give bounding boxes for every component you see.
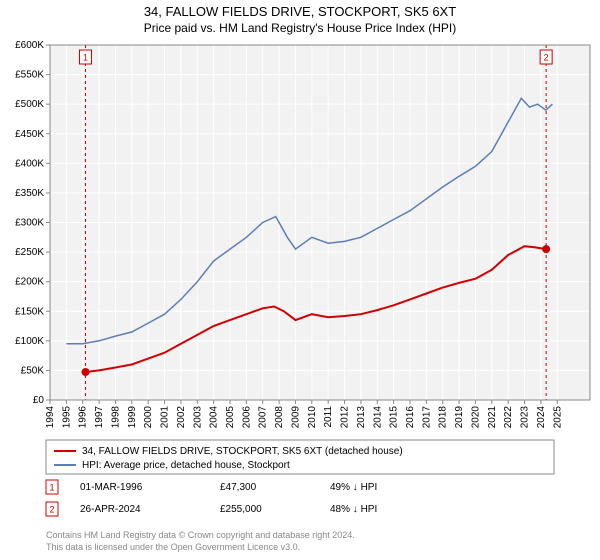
x-tick-label: 2010 (307, 406, 318, 429)
legend-label: HPI: Average price, detached house, Stoc… (82, 460, 290, 471)
y-tick-label: £500K (15, 99, 44, 110)
x-tick-label: 1998 (110, 406, 121, 429)
event-marker-num: 2 (544, 52, 549, 62)
x-tick-label: 2024 (536, 406, 547, 429)
chart-container: { "title": "34, FALLOW FIELDS DRIVE, STO… (0, 0, 600, 560)
y-tick-label: £150K (15, 306, 44, 317)
x-tick-label: 2011 (323, 406, 334, 428)
x-tick-label: 2014 (372, 406, 383, 429)
table-date: 26-APR-2024 (80, 504, 141, 515)
x-tick-label: 1994 (45, 406, 56, 429)
x-tick-label: 2009 (290, 406, 301, 429)
series-marker (542, 245, 550, 253)
x-tick-label: 1999 (127, 406, 138, 429)
x-tick-label: 2012 (340, 406, 351, 429)
x-tick-label: 2002 (176, 406, 187, 429)
x-tick-label: 2025 (552, 406, 563, 429)
table-pct: 48% ↓ HPI (330, 504, 377, 515)
x-tick-label: 2003 (192, 406, 203, 429)
x-tick-label: 1997 (94, 406, 105, 429)
x-tick-label: 2022 (503, 406, 514, 429)
x-tick-label: 2000 (143, 406, 154, 429)
x-tick-label: 2015 (389, 406, 400, 429)
y-tick-label: £100K (15, 336, 44, 347)
x-tick-label: 2006 (241, 406, 252, 429)
x-tick-label: 1996 (78, 406, 89, 429)
y-tick-label: £600K (15, 40, 44, 51)
chart-subtitle: Price paid vs. HM Land Registry's House … (144, 21, 456, 35)
table-marker-num: 1 (49, 482, 54, 492)
chart-title: 34, FALLOW FIELDS DRIVE, STOCKPORT, SK5 … (144, 4, 456, 19)
x-tick-label: 2019 (454, 406, 465, 429)
footer-line1: Contains HM Land Registry data © Crown c… (46, 530, 355, 540)
x-tick-label: 2020 (470, 406, 481, 429)
y-tick-label: £200K (15, 277, 44, 288)
y-tick-label: £400K (15, 158, 44, 169)
y-tick-label: £250K (15, 247, 44, 258)
x-tick-label: 2004 (209, 406, 220, 429)
series-marker (82, 368, 90, 376)
x-tick-label: 2001 (160, 406, 171, 429)
y-tick-label: £450K (15, 129, 44, 140)
x-tick-label: 2017 (421, 406, 432, 429)
x-tick-label: 2018 (438, 406, 449, 429)
y-tick-label: £350K (15, 188, 44, 199)
x-tick-label: 2021 (487, 406, 498, 429)
event-marker-num: 1 (83, 52, 88, 62)
table-date: 01-MAR-1996 (80, 482, 143, 493)
x-tick-label: 2007 (258, 406, 269, 429)
y-tick-label: £50K (21, 365, 45, 376)
x-tick-label: 2008 (274, 406, 285, 429)
legend-label: 34, FALLOW FIELDS DRIVE, STOCKPORT, SK5 … (82, 446, 403, 457)
table-pct: 49% ↓ HPI (330, 482, 377, 493)
x-tick-label: 2023 (520, 406, 531, 429)
chart-svg: 34, FALLOW FIELDS DRIVE, STOCKPORT, SK5 … (0, 0, 600, 560)
table-price: £47,300 (220, 482, 257, 493)
footer-line2: This data is licensed under the Open Gov… (46, 542, 300, 552)
x-tick-label: 1995 (61, 406, 72, 429)
y-tick-label: £300K (15, 218, 44, 229)
x-tick-label: 2013 (356, 406, 367, 429)
y-tick-label: £550K (15, 70, 44, 81)
y-tick-label: £0 (33, 395, 45, 406)
x-tick-label: 2016 (405, 406, 416, 429)
table-price: £255,000 (220, 504, 262, 515)
x-tick-label: 2005 (225, 406, 236, 429)
table-marker-num: 2 (49, 504, 54, 514)
